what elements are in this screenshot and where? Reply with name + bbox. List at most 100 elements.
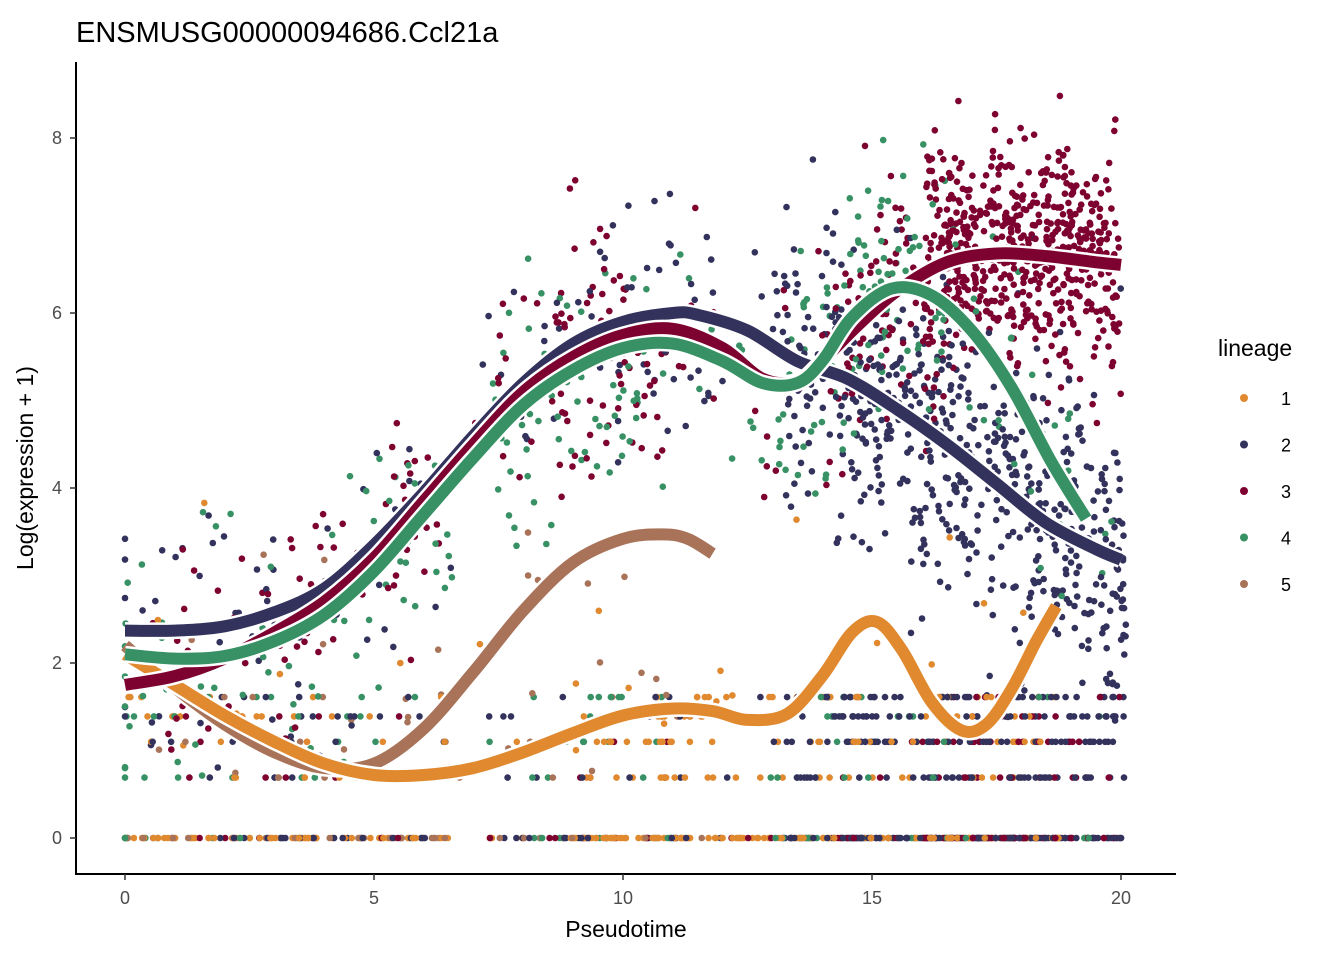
data-point: [1067, 289, 1075, 297]
data-point: [1055, 148, 1062, 156]
data-point: [927, 319, 935, 326]
data-point: [1109, 358, 1117, 366]
data-point: [1054, 218, 1062, 226]
data-point: [238, 555, 246, 562]
data-point: [1037, 564, 1044, 572]
data-point: [1067, 713, 1074, 720]
data-point: [1020, 318, 1028, 326]
data-point: [1120, 631, 1127, 639]
data-point: [757, 693, 764, 701]
data-point: [379, 738, 387, 746]
data-point: [659, 483, 667, 491]
data-point: [957, 478, 964, 486]
data-point: [754, 834, 762, 842]
data-point: [154, 834, 162, 842]
data-point: [1033, 526, 1040, 534]
data-point: [953, 209, 960, 216]
data-point: [1102, 177, 1110, 184]
data-point: [638, 669, 645, 677]
data-point: [779, 411, 787, 418]
data-point: [1048, 171, 1056, 179]
data-point: [945, 353, 953, 361]
data-point: [421, 568, 428, 575]
data-point: [619, 433, 626, 440]
data-point: [705, 389, 712, 397]
data-point: [1103, 644, 1110, 652]
legend: lineage 1 2 3 4 5: [1218, 335, 1292, 595]
data-point: [390, 582, 398, 589]
data-point: [1063, 458, 1071, 466]
data-point: [196, 572, 203, 580]
data-point: [267, 693, 275, 701]
data-point: [1024, 526, 1032, 533]
data-point: [583, 455, 590, 462]
data-point: [846, 195, 854, 202]
data-point: [262, 693, 270, 701]
data-point: [881, 738, 889, 746]
data-point: [1097, 190, 1105, 197]
data-point: [843, 738, 851, 746]
data-point: [774, 311, 781, 319]
data-point: [1067, 304, 1075, 312]
data-point: [935, 244, 943, 251]
data-point: [1002, 450, 1010, 457]
data-point: [978, 501, 985, 509]
data-point: [287, 733, 295, 740]
data-point: [811, 389, 819, 396]
data-point: [522, 432, 529, 440]
data-point: [366, 713, 374, 720]
data-point: [1085, 645, 1092, 653]
data-point: [904, 215, 911, 222]
data-point: [989, 774, 997, 781]
data-point: [1006, 433, 1014, 441]
data-point: [1089, 235, 1096, 243]
data-point: [902, 240, 910, 247]
data-point: [898, 226, 905, 233]
data-point: [1035, 578, 1042, 586]
data-point: [780, 272, 788, 280]
data-point: [775, 416, 782, 423]
data-point: [1040, 202, 1048, 209]
data-point: [963, 713, 970, 720]
data-point: [332, 738, 339, 746]
data-point: [901, 392, 909, 400]
data-point: [1067, 834, 1075, 842]
data-point: [985, 329, 993, 337]
data-point: [340, 746, 348, 753]
data-point: [987, 693, 995, 701]
data-point: [1109, 279, 1117, 286]
data-point: [1105, 230, 1113, 237]
data-point: [776, 443, 783, 451]
data-point: [308, 683, 316, 690]
data-point: [941, 238, 949, 245]
data-point: [1068, 169, 1075, 176]
data-point: [1045, 193, 1052, 200]
data-point: [910, 505, 918, 513]
data-point: [758, 457, 765, 464]
data-point: [940, 738, 948, 746]
data-point: [1052, 300, 1060, 307]
data-point: [621, 573, 628, 581]
data-point: [1088, 609, 1095, 616]
data-point: [1016, 639, 1024, 647]
data-point: [977, 293, 984, 300]
data-point: [583, 299, 591, 307]
data-point: [1033, 345, 1041, 352]
data-point: [1062, 693, 1069, 701]
data-point: [1066, 208, 1073, 216]
data-point: [817, 693, 825, 701]
data-point: [999, 582, 1007, 589]
data-point: [893, 226, 901, 234]
data-point: [677, 834, 684, 842]
data-point: [1095, 238, 1103, 245]
data-point: [586, 431, 594, 439]
data-point: [938, 329, 945, 336]
data-point: [1078, 277, 1085, 284]
smooth-curve-lineage-1: [121, 603, 1062, 783]
data-point: [161, 834, 168, 842]
data-point: [516, 473, 523, 481]
data-point: [848, 390, 856, 397]
data-point: [324, 525, 331, 532]
data-point: [979, 277, 987, 285]
data-point: [513, 834, 520, 842]
